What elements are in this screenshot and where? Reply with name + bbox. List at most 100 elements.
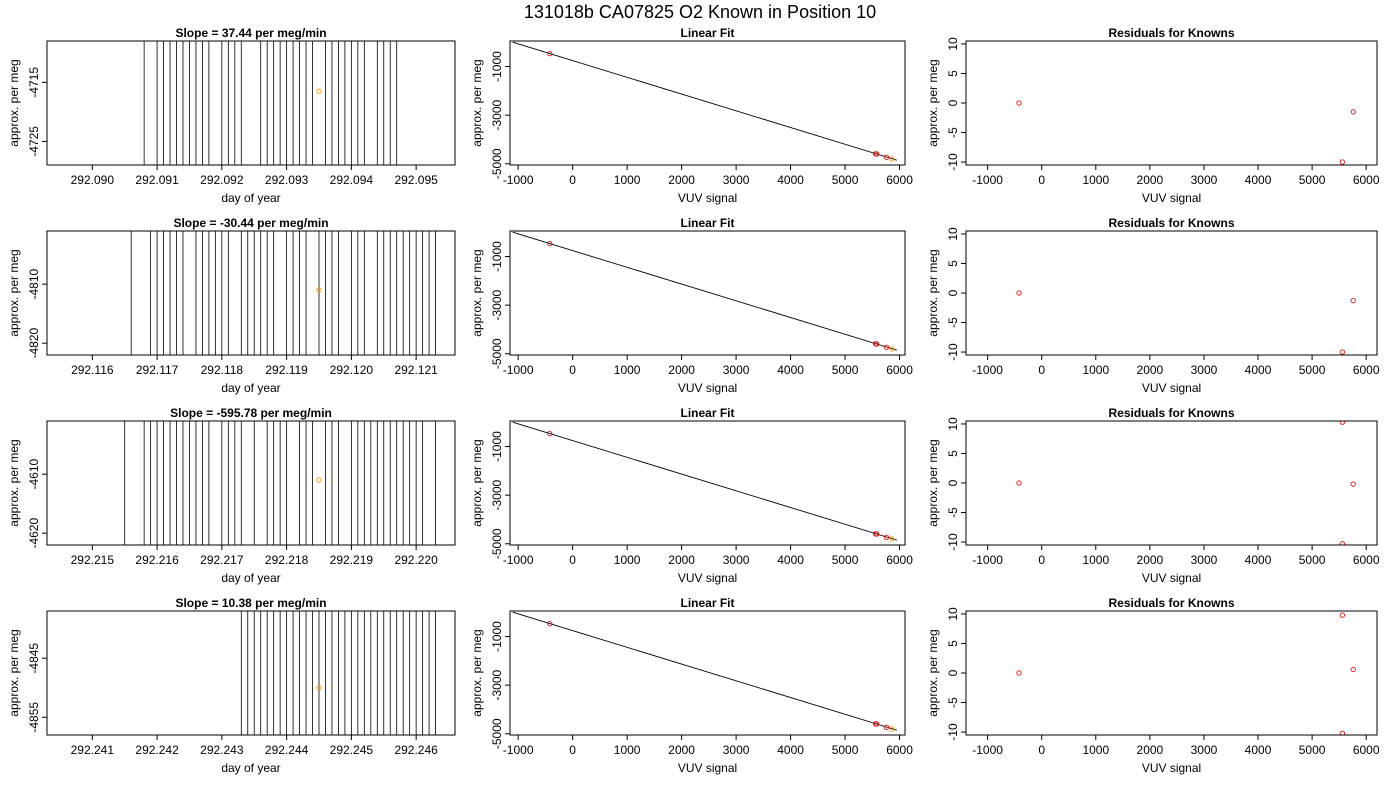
data-point — [1339, 612, 1346, 618]
y-tick-label: 5 — [946, 450, 960, 457]
y-tick-label: -10 — [946, 533, 960, 551]
data-point — [1350, 109, 1356, 115]
plot-marks — [512, 41, 897, 162]
data-point — [1339, 349, 1346, 355]
data-point — [874, 531, 880, 537]
x-tick-label: 292.218 — [265, 553, 309, 567]
x-tick-label: 4000 — [1245, 173, 1272, 187]
y-tick-label: 10 — [946, 227, 960, 241]
y-tick-label: -4620 — [27, 518, 41, 549]
data-point — [1016, 100, 1022, 106]
plot-marks — [512, 421, 897, 542]
y-tick-label: -10 — [946, 723, 960, 741]
x-tick-label: 3000 — [723, 553, 750, 567]
x-tick-label: 1000 — [1082, 743, 1109, 757]
data-point — [1350, 481, 1356, 487]
plot-marks — [1016, 612, 1356, 735]
x-tick-label: 0 — [1038, 363, 1045, 377]
data-point — [1016, 290, 1022, 296]
y-tick-label: -4855 — [27, 702, 41, 733]
data-point — [547, 430, 553, 437]
y-tick-label: 10 — [946, 417, 960, 431]
x-tick-label: 3000 — [1191, 553, 1218, 567]
fit-line — [512, 231, 897, 351]
x-tick-label: 2000 — [1137, 553, 1164, 567]
chart-title: Residuals for Knowns — [1108, 216, 1234, 230]
x-tick-label: 1000 — [614, 553, 641, 567]
x-tick-label: 0 — [569, 743, 576, 757]
chart-title: Linear Fit — [680, 406, 734, 420]
x-tick-label: 3000 — [1191, 363, 1218, 377]
chart-title: Linear Fit — [680, 26, 734, 40]
page-title: 131018b CA07825 O2 Known in Position 10 — [524, 2, 876, 22]
y-axis-label: approx. per meg — [7, 59, 21, 146]
x-tick-label: 292.091 — [135, 173, 179, 187]
plot-frame — [509, 40, 906, 166]
x-tick-label: 292.121 — [394, 363, 438, 377]
x-axis-label: VUV signal — [1142, 571, 1201, 585]
plot-frame — [965, 610, 1378, 736]
data-point — [1350, 666, 1356, 673]
x-tick-label: 2000 — [668, 553, 695, 567]
chart-title: Residuals for Knowns — [1108, 406, 1234, 420]
x-tick-label: 292.120 — [330, 363, 374, 377]
x-tick-label: 292.220 — [394, 553, 438, 567]
x-tick-label: 5000 — [1299, 743, 1326, 757]
x-tick-label: 292.095 — [394, 173, 438, 187]
plot-marks — [512, 231, 897, 352]
x-tick-label: 6000 — [1353, 743, 1380, 757]
y-axis-label: approx. per meg — [926, 249, 940, 336]
x-axis-label: VUV signal — [1142, 761, 1201, 775]
plot-frame — [46, 230, 456, 356]
chart-panel: Slope = -595.78 per meg/min 292.215 292.21… — [7, 406, 456, 585]
x-tick-label: -1000 — [503, 743, 534, 757]
y-tick-label: -4725 — [27, 126, 41, 157]
x-tick-label: 5000 — [1299, 363, 1326, 377]
chart-panel: Slope = 10.38 per meg/min 292.241 292.242 2… — [7, 596, 456, 775]
y-tick-label: 5 — [946, 70, 960, 77]
x-tick-label: 3000 — [1191, 743, 1218, 757]
x-tick-label: 1000 — [1082, 553, 1109, 567]
x-axis-label: VUV signal — [678, 381, 737, 395]
x-tick-label: 2000 — [668, 743, 695, 757]
data-point — [1350, 298, 1356, 304]
x-tick-label: 5000 — [1299, 173, 1326, 187]
x-tick-label: 292.119 — [265, 363, 308, 377]
x-tick-label: 5000 — [1299, 553, 1326, 567]
x-tick-label: 0 — [1038, 743, 1045, 757]
data-point — [547, 620, 553, 627]
y-tick-label: -4845 — [27, 643, 41, 674]
x-axis-label: VUV signal — [678, 191, 737, 205]
chart-panel: Slope = 37.44 per meg/min 292.090 292.091 2… — [7, 26, 456, 205]
x-tick-label: 4000 — [777, 173, 804, 187]
data-point — [1339, 541, 1346, 545]
y-tick-label: -5 — [946, 507, 960, 518]
x-tick-label: 5000 — [832, 173, 859, 187]
data-point — [889, 156, 895, 162]
x-tick-label: 4000 — [1245, 743, 1272, 757]
y-tick-label: -10 — [946, 153, 960, 171]
y-tick-label: -3000 — [490, 289, 504, 320]
x-tick-label: 2000 — [1137, 363, 1164, 377]
y-axis-label: approx. per meg — [926, 59, 940, 146]
x-axis-label: day of year — [221, 191, 280, 205]
x-axis-label: VUV signal — [678, 761, 737, 775]
data-point — [316, 685, 322, 691]
x-tick-label: 5000 — [832, 553, 859, 567]
plot-frame — [46, 420, 456, 546]
chart-panel: Slope = -30.44 per meg/min 292.116 292.117… — [7, 216, 456, 395]
x-tick-label: 6000 — [1353, 363, 1380, 377]
x-tick-label: 292.092 — [200, 173, 244, 187]
x-tick-label: 292.241 — [71, 743, 115, 757]
y-axis-label: approx. per meg — [7, 439, 21, 526]
plot-marks — [143, 41, 398, 165]
x-tick-label: 3000 — [723, 173, 750, 187]
data-point — [547, 50, 553, 57]
plot-marks — [1016, 421, 1356, 545]
x-tick-label: 292.219 — [330, 553, 374, 567]
x-axis-label: VUV signal — [1142, 381, 1201, 395]
y-tick-label: 0 — [946, 99, 960, 106]
data-point — [889, 536, 895, 542]
x-tick-label: 0 — [1038, 173, 1045, 187]
